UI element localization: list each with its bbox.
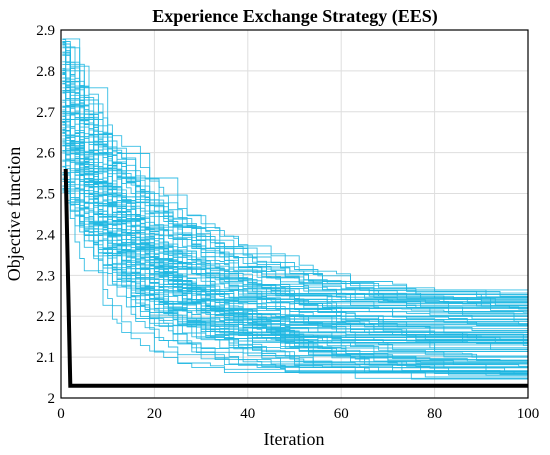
x-axis-label: Iteration — [264, 429, 325, 449]
run-curves — [62, 38, 529, 380]
run-curve — [62, 69, 528, 357]
run-curve — [62, 127, 528, 372]
x-tick-label: 0 — [57, 406, 65, 422]
best-curve-line — [63, 168, 528, 388]
x-tick-labels: 0 20 40 60 80 100 — [57, 406, 539, 422]
y-tick-label: 2.9 — [36, 23, 55, 39]
y-tick-label: 2.8 — [36, 64, 55, 80]
run-curve — [62, 77, 528, 353]
run-curve — [62, 51, 528, 373]
run-curve — [62, 72, 528, 351]
x-tick-label: 80 — [427, 406, 442, 422]
chart-title: Experience Exchange Strategy (EES) — [152, 6, 437, 27]
plot-frame — [60, 29, 529, 399]
x-tick-label: 60 — [334, 406, 349, 422]
run-curve — [62, 138, 528, 310]
run-curve — [62, 118, 528, 341]
y-axis-label: Objective function — [4, 147, 24, 281]
run-curve — [62, 144, 528, 333]
run-curve — [62, 38, 528, 362]
run-curve — [62, 123, 528, 344]
x-tick-label: 40 — [240, 406, 255, 422]
run-curve — [62, 54, 528, 303]
run-curve — [62, 43, 528, 313]
run-curve — [62, 121, 528, 325]
run-curve — [62, 185, 528, 374]
run-curve — [62, 92, 528, 322]
best-curve — [63, 168, 528, 388]
run-curve — [62, 82, 528, 343]
run-curve — [62, 41, 528, 302]
x-tick-label: 20 — [147, 406, 162, 422]
run-curve — [62, 111, 528, 346]
run-curve — [62, 39, 528, 307]
run-curve — [62, 70, 528, 298]
y-tick-label: 2 — [48, 391, 56, 407]
y-tick-label: 2.2 — [36, 309, 55, 325]
run-curve — [62, 77, 528, 297]
run-curve — [62, 81, 528, 298]
y-tick-label: 2.5 — [36, 187, 55, 203]
y-tick-label: 2.4 — [36, 227, 55, 243]
y-tick-label: 2.6 — [36, 146, 55, 162]
y-tick-label: 2.1 — [36, 350, 55, 366]
y-tick-label: 2.7 — [36, 105, 55, 121]
x-tick-label: 100 — [517, 406, 540, 422]
y-tick-labels: 2 2.1 2.2 2.3 2.4 2.5 2.6 2.7 2.8 2.9 — [36, 23, 55, 407]
run-curve — [62, 54, 528, 336]
y-tick-label: 2.3 — [36, 268, 55, 284]
run-curve — [62, 144, 528, 291]
run-curve — [62, 112, 528, 358]
